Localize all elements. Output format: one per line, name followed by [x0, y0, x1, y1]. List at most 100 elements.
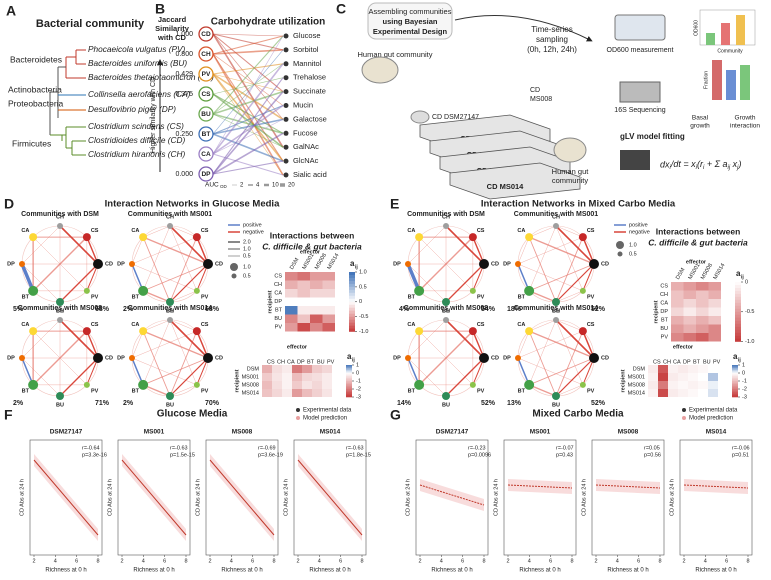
heat-cell — [696, 299, 709, 308]
axis-label: effector — [300, 249, 321, 255]
node-label: CA — [517, 322, 525, 328]
legend-label: 4 — [256, 183, 260, 189]
heat-cell — [272, 389, 282, 397]
colorbar-step — [732, 384, 738, 387]
panel-letter: E — [390, 196, 399, 212]
node-label: CH — [552, 308, 560, 314]
axis-label: CD Abs at 24 h — [493, 479, 499, 516]
colorbar-label: -2 — [742, 386, 747, 392]
panel-letter: F — [4, 407, 13, 423]
equation-note: Growth — [735, 115, 756, 122]
carb-node — [283, 144, 289, 150]
panel-letter: C — [336, 1, 346, 17]
node-label: BT — [408, 295, 416, 301]
connector — [212, 73, 284, 162]
node-label: DP — [7, 355, 15, 361]
network-node — [579, 287, 586, 294]
tick-label: 2 — [120, 558, 123, 564]
network-node — [192, 233, 201, 242]
tick-label: 6 — [725, 558, 728, 564]
tick-label: 6 — [461, 558, 464, 564]
axis-label: Richness at 0 h — [519, 568, 560, 574]
col-label: CH — [663, 359, 671, 365]
colorbar-step — [732, 371, 738, 374]
heat-cell — [683, 324, 696, 333]
connector — [212, 77, 284, 175]
scale-label: a — [733, 352, 738, 361]
heat-cell — [322, 365, 332, 373]
heat-cell — [312, 381, 322, 389]
heat-cell — [658, 365, 668, 373]
colorbar-step — [346, 371, 352, 374]
node-label: BT — [202, 131, 211, 138]
colorbar-step — [735, 293, 741, 298]
plot-frame — [293, 439, 367, 556]
colorbar-label: 0 — [356, 370, 359, 376]
similarity-label: 1.000 — [175, 31, 193, 38]
colorbar-label: 0.5 — [359, 284, 367, 290]
connector — [528, 330, 595, 359]
node-label: BU — [166, 402, 174, 408]
colorbar-label: -2 — [356, 386, 361, 392]
carb-label: Sialic acid — [293, 170, 327, 179]
connector — [142, 319, 171, 385]
connector — [212, 63, 284, 115]
colorbar-step — [735, 302, 741, 307]
carb-node — [283, 172, 289, 178]
plot-frame — [591, 439, 665, 556]
connector — [555, 330, 584, 397]
heat-cell — [688, 365, 698, 373]
carb-label: Mucin — [293, 100, 313, 109]
similarity-label: 0.800 — [175, 51, 193, 58]
plot-frame — [205, 439, 279, 556]
connector — [169, 330, 198, 397]
percent-label: 2% — [123, 306, 134, 313]
colorbar-label: -1.0 — [359, 329, 368, 335]
node-label: BU — [442, 402, 450, 408]
plot-title: MS001 — [530, 429, 551, 436]
axis-label: Richness at 0 h — [221, 568, 262, 574]
community-label: community — [552, 176, 589, 185]
row-label: CH — [660, 292, 668, 298]
heat-cell — [678, 365, 688, 373]
scale-label: a — [350, 259, 355, 268]
tick-label: 6 — [251, 558, 254, 564]
community-label: Human gut community — [357, 50, 432, 59]
network-node — [414, 285, 425, 296]
plot-title: DSM27147 — [50, 429, 83, 436]
network-node — [29, 327, 38, 336]
size-key — [616, 241, 624, 249]
heat-cell — [285, 272, 298, 281]
node-label: CH — [442, 308, 450, 314]
strain-label: MS008 — [530, 96, 552, 103]
axis-label: CD Abs at 24 h — [283, 479, 289, 516]
network-node — [139, 327, 148, 336]
heat-cell — [282, 373, 292, 381]
heat-cell — [297, 297, 310, 306]
legend-dot — [296, 416, 300, 420]
network-node — [93, 353, 103, 363]
similarity-label: 0.375 — [175, 91, 193, 98]
col-label: MS014 — [713, 263, 727, 281]
heat-cell — [310, 306, 323, 315]
carb-node — [283, 130, 289, 136]
axis-label: CD Abs at 24 h — [107, 479, 113, 516]
heat-cell — [708, 389, 718, 397]
colorbar-step — [349, 289, 355, 294]
row-label: CS — [660, 284, 668, 290]
connector — [528, 319, 557, 385]
connector — [555, 357, 595, 397]
colorbar-step — [346, 390, 352, 393]
row-label: BT — [275, 308, 283, 314]
connector — [407, 263, 447, 303]
design-text: Experimental Design — [373, 27, 448, 36]
heat-cell — [322, 381, 332, 389]
connector — [212, 53, 284, 162]
node-label: BU — [166, 308, 174, 314]
heat-cell — [683, 290, 696, 299]
connector — [517, 237, 530, 265]
percent-label: 5% — [13, 306, 24, 313]
heat-cell — [696, 282, 709, 291]
connector — [407, 357, 447, 397]
node-label: CH — [442, 214, 450, 220]
